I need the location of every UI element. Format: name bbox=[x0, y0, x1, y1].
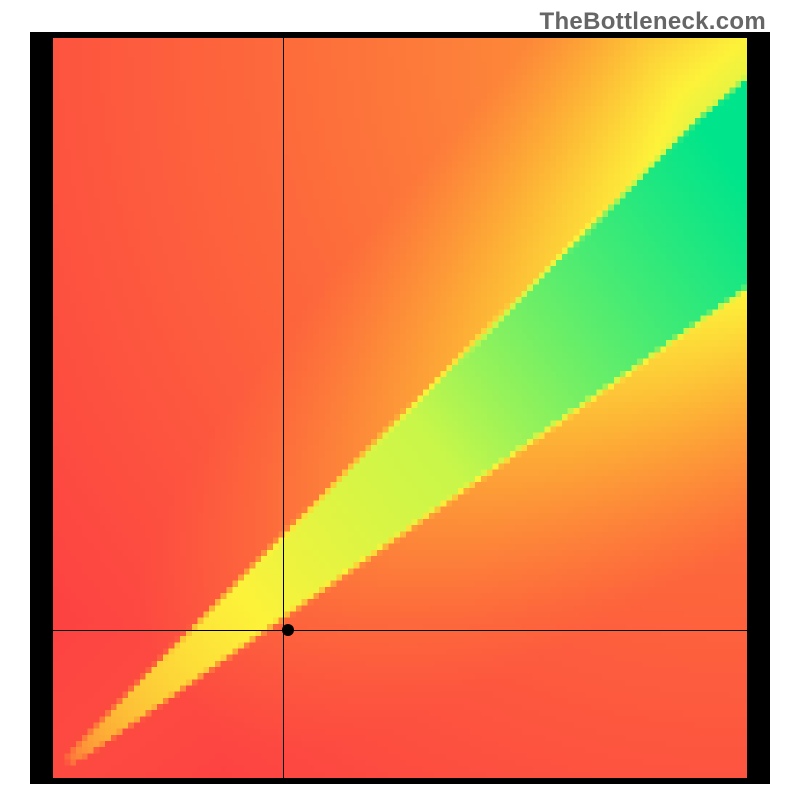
crosshair-vertical bbox=[283, 38, 284, 778]
heatmap-canvas bbox=[53, 38, 747, 778]
bottleneck-chart-container: TheBottleneck.com bbox=[0, 0, 800, 800]
plot-outer-border bbox=[30, 32, 770, 784]
crosshair-horizontal bbox=[53, 630, 747, 631]
plot-area bbox=[53, 38, 747, 778]
operating-point-marker bbox=[282, 624, 294, 636]
